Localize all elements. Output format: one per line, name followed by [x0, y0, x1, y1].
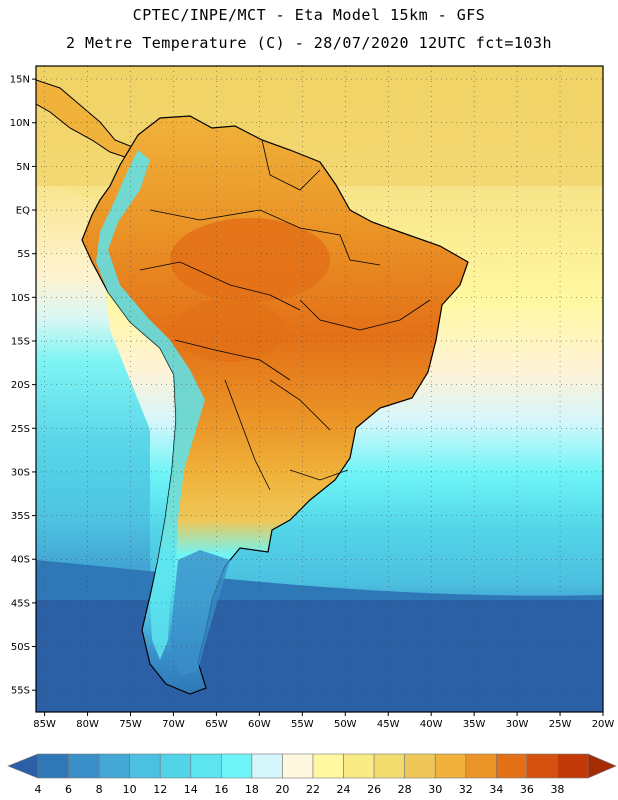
- colorbar-tick-label: 34: [489, 783, 503, 796]
- southern-cold-band: [36, 598, 603, 712]
- lat-label: 25S: [11, 424, 30, 435]
- lon-label: 40W: [420, 719, 443, 730]
- colorbar-swatch: [343, 753, 375, 779]
- colorbar-swatch: [190, 753, 222, 779]
- colorbar-tick-label: 10: [123, 783, 137, 796]
- colorbar-tick-label: 16: [214, 783, 228, 796]
- colorbar-tick-label: 30: [428, 783, 442, 796]
- lat-label: 10N: [10, 118, 30, 129]
- andes-cold-strip: [96, 150, 205, 660]
- colorbar-swatch: [37, 753, 69, 779]
- lon-label: 80W: [76, 719, 99, 730]
- lon-label: 25W: [549, 719, 572, 730]
- colorbar-tick-label: 38: [550, 783, 564, 796]
- colorbar-swatch: [526, 753, 558, 779]
- colorbar-tick-label: 12: [153, 783, 167, 796]
- lon-label: 35W: [463, 719, 486, 730]
- colorbar-swatch: [282, 753, 314, 779]
- lon-label: 85W: [33, 719, 56, 730]
- lon-label: 20W: [592, 719, 615, 730]
- colorbar-tick-label: 4: [35, 783, 42, 796]
- lon-label: 30W: [506, 719, 529, 730]
- lon-label: 50W: [334, 719, 357, 730]
- lon-label: 70W: [162, 719, 185, 730]
- map-title-model: CPTEC/INPE/MCT - Eta Model 15km - GFS: [132, 6, 486, 24]
- colorbar-swatch: [251, 753, 283, 779]
- lat-label: 40S: [11, 555, 30, 566]
- colorbar-tick-label: 24: [337, 783, 351, 796]
- longitude-labels: 85W 80W 75W 70W 65W 60W 55W 50W 45W 40W 35W 30W 25W 2…: [33, 712, 614, 730]
- lat-label: 35S: [11, 511, 30, 522]
- colorbar-swatch: [496, 753, 528, 779]
- patagonia-cold: [170, 550, 230, 676]
- colorbar-swatch: [68, 753, 100, 779]
- lon-label: 75W: [119, 719, 142, 730]
- lon-label: 45W: [377, 719, 400, 730]
- lon-label: 60W: [248, 719, 271, 730]
- map-frame: [35, 65, 604, 713]
- colorbar-swatch: [373, 753, 405, 779]
- colorbar-tick-label: 28: [398, 783, 412, 796]
- lat-label: 55S: [11, 686, 30, 697]
- amazon-hot-core: [170, 218, 330, 302]
- lat-label: 20S: [11, 380, 30, 391]
- colorbar-tick-label: 20: [275, 783, 289, 796]
- colorbar-tick-label: 18: [245, 783, 259, 796]
- map-title-variable: 2 Metre Temperature (C) - 28/07/2020 12U…: [65, 34, 553, 52]
- colorbar-swatch: [221, 753, 253, 779]
- country-borders: [139, 139, 431, 491]
- mato-grosso-hot: [175, 298, 285, 362]
- lat-label: 5S: [17, 249, 30, 260]
- colorbar-swatch: [129, 753, 161, 779]
- colorbar-tick-label: 6: [65, 783, 72, 796]
- colorbar-swatch: [557, 753, 589, 779]
- colorbar-swatch: [312, 753, 344, 779]
- colorbar-swatch: [159, 753, 192, 779]
- lat-label: 5N: [16, 162, 30, 173]
- lat-label: 50S: [11, 642, 30, 653]
- colorbar: 4 6 8 10 12 14 16 18 20 22 24 26 28 30 32 34 36 38: [7, 753, 617, 796]
- lon-label: 65W: [205, 719, 228, 730]
- colorbar-under-arrow: [7, 753, 39, 779]
- lat-label: 15S: [11, 336, 30, 347]
- colorbar-swatch: [404, 753, 436, 779]
- colorbar-tick-label: 32: [459, 783, 473, 796]
- lat-label: 30S: [11, 467, 30, 478]
- lat-label: 15N: [10, 75, 30, 86]
- lat-label: 10S: [11, 293, 30, 304]
- lat-label: 45S: [11, 598, 30, 609]
- colorbar-over-arrow: [587, 753, 617, 779]
- colorbar-swatch: [465, 753, 497, 779]
- lon-label: 55W: [291, 719, 314, 730]
- colorbar-tick-label: 22: [306, 783, 320, 796]
- lat-label: EQ: [16, 206, 30, 217]
- colorbar-tick-label: 14: [184, 783, 198, 796]
- colorbar-tick-label: 8: [96, 783, 103, 796]
- colorbar-swatch: [434, 753, 467, 779]
- colorbar-swatch: [98, 753, 130, 779]
- latitude-labels: 15N 10N 5N EQ 5S 10S 15S 20S 25S 30S 35S 40S 45S 50S 5…: [10, 75, 36, 697]
- colorbar-tick-label: 26: [367, 783, 381, 796]
- colorbar-tick-label: 36: [520, 783, 534, 796]
